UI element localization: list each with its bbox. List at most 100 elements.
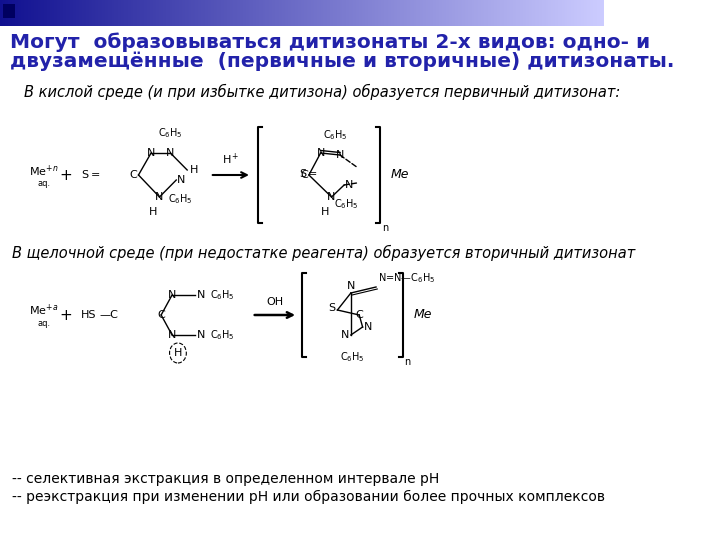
Bar [126,0,127,26]
Bar [328,0,329,26]
Text: N: N [364,322,373,332]
Bar [525,0,526,26]
Bar [518,0,520,26]
Text: =: = [91,170,100,180]
Bar [535,0,536,26]
Bar [150,0,151,26]
Bar [50,0,51,26]
Bar [255,0,256,26]
Bar [492,0,493,26]
Bar [142,0,143,26]
Bar [61,0,62,26]
Bar [209,0,210,26]
Bar [252,0,253,26]
Bar [552,0,553,26]
Bar [334,0,335,26]
Text: Me$^{+n}$: Me$^{+n}$ [29,163,58,179]
Bar [31,0,32,26]
Bar [278,0,279,26]
Bar [267,0,268,26]
Bar [338,0,339,26]
Bar [184,0,186,26]
Bar [293,0,294,26]
Bar [105,0,106,26]
Bar [26,0,27,26]
Bar [598,0,599,26]
Bar [140,0,141,26]
Bar [220,0,221,26]
Bar [391,0,392,26]
Bar [414,0,415,26]
Bar [447,0,449,26]
Bar [91,0,92,26]
Bar [508,0,510,26]
Bar [496,0,497,26]
Bar [243,0,244,26]
Bar [238,0,239,26]
Bar [10,0,11,26]
Bar [89,0,90,26]
Bar [458,0,459,26]
Bar [116,0,117,26]
Bar [226,0,227,26]
Bar [445,0,446,26]
Bar [181,0,182,26]
Bar [83,0,84,26]
Bar [221,0,222,26]
Bar [442,0,444,26]
Bar [353,0,354,26]
Bar [451,0,452,26]
Bar [603,0,604,26]
Bar [41,0,42,26]
Bar [127,0,128,26]
Bar [173,0,174,26]
Bar [256,0,257,26]
Bar [138,0,140,26]
Bar [402,0,403,26]
Bar [259,0,260,26]
Bar [11,0,12,26]
Bar [65,0,66,26]
Bar [217,0,218,26]
Bar [444,0,445,26]
Bar [6,0,7,26]
Bar [336,0,338,26]
Bar [361,0,363,26]
Bar [260,0,261,26]
Bar [290,0,292,26]
Bar [300,0,302,26]
Bar [409,0,410,26]
Bar [204,0,206,26]
Text: C$_6$H$_5$: C$_6$H$_5$ [334,197,359,211]
Bar [16,0,17,26]
Bar [244,0,245,26]
Bar [533,0,534,26]
Bar [208,0,209,26]
Bar [386,0,387,26]
Text: H: H [148,207,157,217]
Text: H$^+$: H$^+$ [222,152,240,167]
Bar [544,0,545,26]
Bar [215,0,216,26]
Bar [400,0,401,26]
Bar [266,0,267,26]
Bar [77,0,78,26]
Bar [378,0,379,26]
Bar [106,0,107,26]
Bar [309,0,310,26]
Bar [394,0,395,26]
Bar [426,0,427,26]
Bar [339,0,340,26]
Bar [262,0,263,26]
Bar [172,0,173,26]
Bar [64,0,65,26]
Bar [53,0,54,26]
Bar [388,0,389,26]
Bar [143,0,145,26]
Bar [440,0,441,26]
Bar [162,0,163,26]
Bar [52,0,53,26]
Bar [462,0,463,26]
Bar [570,0,571,26]
Bar [432,0,433,26]
